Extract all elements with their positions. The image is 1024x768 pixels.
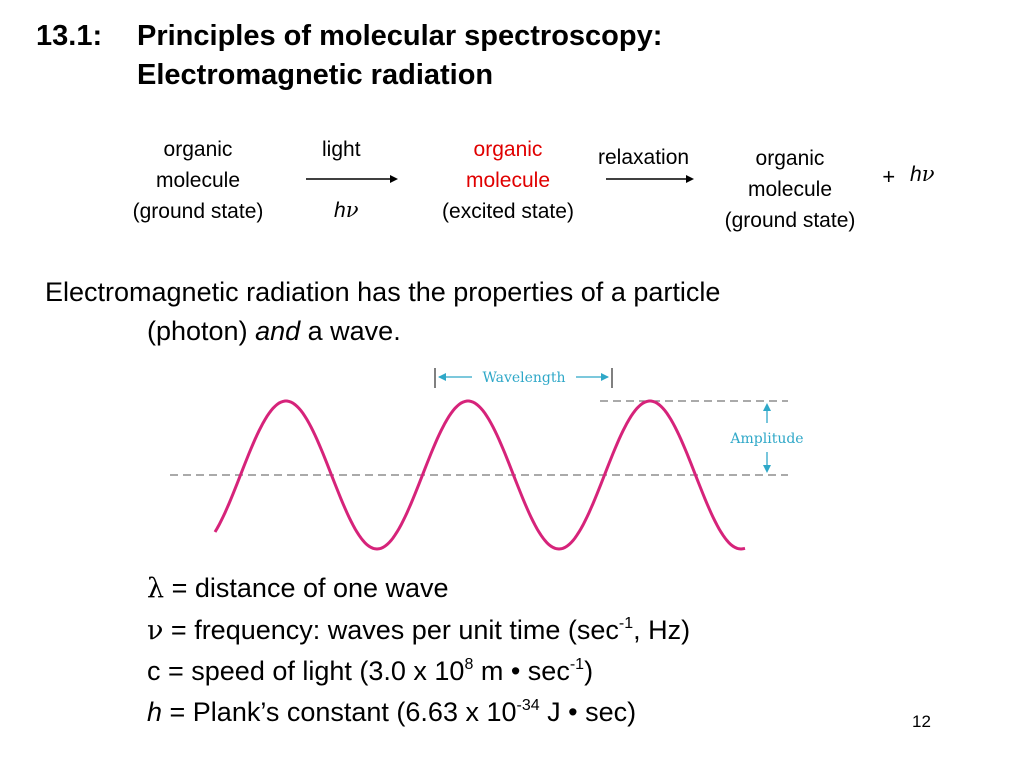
ground-state-2-line-3: (ground state) bbox=[724, 209, 856, 232]
product-nu-symbol: ν bbox=[921, 162, 935, 186]
h-superscript: -34 bbox=[516, 697, 540, 714]
h-text: = Plank’s constant (6.63 x 10 bbox=[162, 697, 517, 727]
c-text: c = speed of light (3.0 x 10 bbox=[147, 656, 465, 686]
excited-state-line-2: molecule bbox=[465, 169, 551, 192]
definition-c: c = speed of light (3.0 x 108 m • sec-1) bbox=[147, 656, 593, 687]
ground-state-2-line-1: organic bbox=[755, 147, 825, 170]
statement-pre: (photon) bbox=[147, 316, 256, 346]
nu-superscript: -1 bbox=[618, 615, 634, 632]
excited-state-line-1: organic bbox=[473, 138, 543, 161]
h-tail: J • sec) bbox=[539, 697, 637, 727]
ground-state-molecule-2: organic molecule (ground state) bbox=[710, 143, 870, 236]
nu-text: = frequency: waves per unit time (sec bbox=[163, 615, 619, 645]
arrow-1-h-symbol: h bbox=[334, 199, 346, 222]
statement-emphasis: and bbox=[255, 316, 301, 346]
definition-h: h = Plank’s constant (6.63 x 10-34 J • s… bbox=[147, 697, 636, 728]
definition-nu: ν = frequency: waves per unit time (sec-… bbox=[147, 615, 690, 646]
plus-sign: + bbox=[882, 164, 895, 189]
excited-state-paren: (excited state) bbox=[442, 200, 574, 223]
wavelength-arrow-right-head bbox=[601, 373, 609, 381]
c-tail: ) bbox=[584, 656, 594, 686]
wavelength-label: Wavelength bbox=[482, 370, 565, 386]
wave-diagram: Wavelength Amplitude bbox=[170, 368, 804, 551]
amplitude-arrow-bottom-head bbox=[763, 465, 771, 473]
slide-number: 12 bbox=[912, 712, 931, 731]
arrow-1-label-light: light bbox=[322, 138, 361, 161]
arrow-2-icon bbox=[606, 175, 694, 183]
lambda-text: = distance of one wave bbox=[164, 573, 449, 603]
amplitude-arrow-top-head bbox=[763, 403, 771, 411]
wavelength-arrow-left-head bbox=[438, 373, 446, 381]
statement-post: a wave. bbox=[300, 316, 401, 346]
page-title-line-2: Electromagnetic radiation bbox=[137, 59, 494, 91]
arrow-1-label-hnu: hν bbox=[334, 198, 358, 223]
ground-state-molecule-1: organic molecule (ground state) bbox=[118, 134, 278, 227]
arrow-1-nu-symbol: ν bbox=[345, 198, 359, 222]
page-title-line-1: Principles of molecular spectroscopy: bbox=[137, 20, 663, 52]
amplitude-label: Amplitude bbox=[729, 431, 803, 447]
ground-state-1-line-3: (ground state) bbox=[132, 200, 264, 223]
product-h-symbol: h bbox=[910, 163, 922, 186]
nu-tail: , Hz) bbox=[633, 615, 691, 645]
definition-lambda: λ = distance of one wave bbox=[147, 573, 449, 604]
product-hnu: hν bbox=[910, 162, 934, 187]
ground-state-2-line-2: molecule bbox=[747, 178, 833, 201]
ground-state-1-line-1: organic bbox=[163, 138, 233, 161]
statement-line-1: Electromagnetic radiation has the proper… bbox=[45, 277, 721, 307]
ground-state-1-line-2: molecule bbox=[155, 169, 241, 192]
h-symbol: h bbox=[147, 697, 163, 727]
excited-state-molecule: organic molecule bbox=[428, 134, 588, 196]
arrow-1-icon bbox=[306, 175, 398, 183]
c-superscript-1: 8 bbox=[464, 656, 474, 673]
c-superscript-2: -1 bbox=[569, 656, 585, 673]
sine-wave bbox=[213, 399, 746, 551]
section-number: 13.1: bbox=[36, 20, 103, 52]
lambda-symbol: λ bbox=[147, 573, 165, 604]
statement-line-2: (photon) and a wave. bbox=[147, 316, 401, 347]
nu-symbol: ν bbox=[147, 615, 164, 646]
arrow-2-label-relaxation: relaxation bbox=[598, 146, 690, 169]
c-mid: m • sec bbox=[473, 656, 570, 686]
